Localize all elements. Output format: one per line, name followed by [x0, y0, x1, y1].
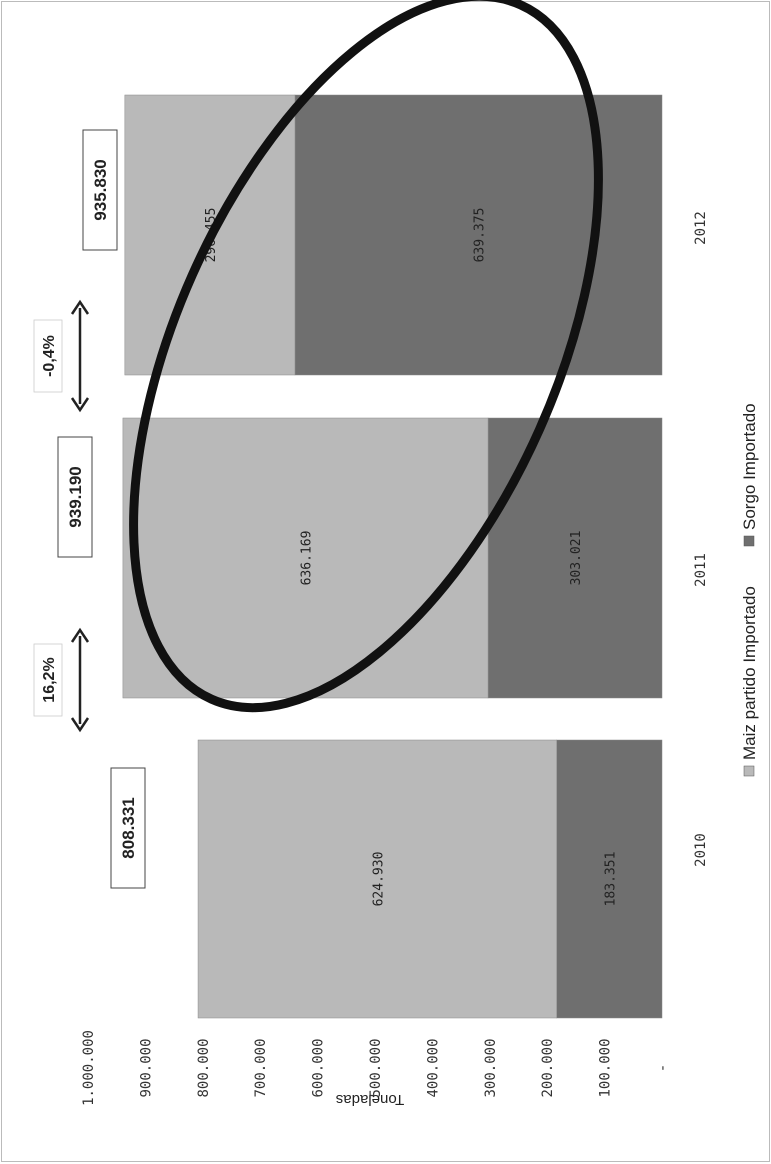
bar-value-label: 624.930	[371, 852, 386, 907]
y-tick-label: 900.000	[138, 1038, 154, 1097]
total-label: 808.331	[119, 797, 138, 858]
total-box	[110, 767, 146, 889]
legend-label: Sorgo Importado	[740, 403, 759, 530]
y-tick-label: 600.000	[311, 1038, 327, 1097]
x-axis-categories: 2010 2011 2012	[693, 211, 709, 867]
y-tick-label: 400.000	[425, 1038, 441, 1097]
total-labels: 808.331 939.190 935.830	[57, 129, 146, 889]
y-tick-label: 500.000	[368, 1038, 384, 1097]
total-label: 935.830	[91, 159, 110, 220]
x-category-label: 2012	[693, 211, 709, 245]
arrow-head-icon	[70, 717, 90, 733]
y-tick-label: 800.000	[196, 1038, 212, 1097]
change-box	[33, 319, 63, 393]
y-tick-label: 1.000.000	[81, 1030, 97, 1106]
arrow-head-icon	[70, 397, 90, 413]
highlight-ellipse	[129, 0, 603, 713]
arrow-head-icon	[70, 627, 90, 643]
x-category-label: 2010	[693, 833, 709, 867]
y-tick-label: 100.000	[598, 1038, 614, 1097]
bars: 183.351624.930303.021636.169639.375296.4…	[122, 94, 663, 1019]
change-annotations: 16,2% -0,4%	[33, 299, 90, 733]
total-box	[57, 436, 93, 558]
legend: Maiz partido Importado Sorgo Importado	[740, 403, 759, 777]
arrow-head-icon	[70, 299, 90, 315]
x-category-label: 2011	[693, 553, 709, 587]
bar-value-label: 183.351	[603, 852, 618, 907]
y-tick-label: 200.000	[540, 1038, 556, 1097]
change-box	[33, 643, 63, 717]
bar-value-label: 636.169	[299, 531, 314, 586]
total-label: 939.190	[66, 466, 85, 527]
legend-label: Maiz partido Importado	[740, 586, 759, 760]
y-tick-label: 300.000	[483, 1038, 499, 1097]
legend-swatch	[743, 765, 755, 777]
y-tick-label: -	[655, 1064, 671, 1072]
bar-segment	[122, 417, 489, 699]
y-axis-ticks: - 100.000 200.000 300.000 400.000 500.000 600.…	[81, 1030, 671, 1106]
change-label: -0,4%	[41, 335, 58, 377]
y-tick-label: 700.000	[253, 1038, 269, 1097]
y-axis-label: Toneladas	[336, 1091, 404, 1108]
total-box	[82, 129, 118, 251]
bar-segment	[556, 739, 663, 1019]
legend-swatch	[743, 535, 755, 547]
bar-segment	[487, 417, 663, 699]
change-label: 16,2%	[41, 657, 58, 702]
bar-segment	[197, 739, 558, 1019]
bar-value-label: 639.375	[472, 208, 487, 263]
bar-value-label: 303.021	[569, 531, 584, 586]
